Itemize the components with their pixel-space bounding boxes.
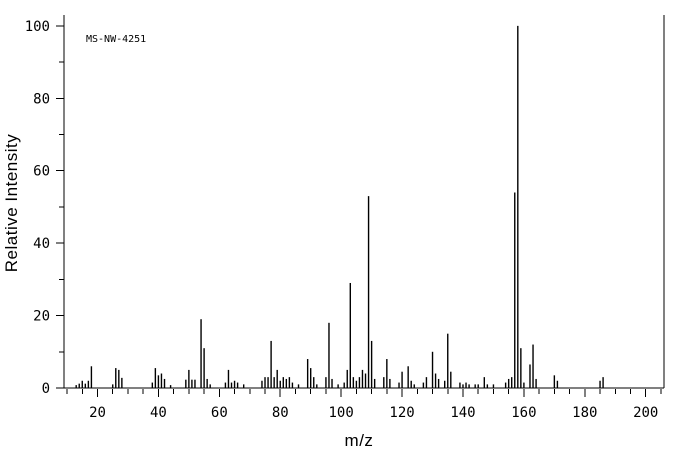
y-tick-label: 20 bbox=[33, 309, 50, 325]
x-tick-label: 80 bbox=[272, 405, 289, 421]
spectrum-id-annotation: MS-NW-4251 bbox=[86, 34, 146, 45]
x-tick-label: 200 bbox=[633, 405, 658, 421]
x-axis-label: m/z bbox=[345, 431, 374, 450]
plot-axes bbox=[63, 15, 665, 389]
y-tick-label: 40 bbox=[33, 236, 50, 252]
axis-ticks bbox=[56, 25, 662, 397]
y-tick-label: 60 bbox=[33, 164, 50, 180]
y-axis-label: Relative Intensity bbox=[2, 134, 21, 272]
y-tick-label: 0 bbox=[42, 381, 50, 397]
x-tick-label: 180 bbox=[572, 405, 597, 421]
axis-tick-labels: 0 20 40 60 80 100 20 40 60 80 100 120 140 160 180 200 bbox=[25, 19, 659, 421]
x-tick-label: 140 bbox=[450, 405, 475, 421]
x-tick-label: 60 bbox=[211, 405, 228, 421]
x-tick-label: 120 bbox=[389, 405, 414, 421]
x-tick-label: 160 bbox=[511, 405, 536, 421]
y-tick-label: 80 bbox=[33, 91, 50, 107]
x-tick-label: 20 bbox=[89, 405, 106, 421]
x-tick-label: 40 bbox=[150, 405, 167, 421]
spectrum-peaks bbox=[75, 25, 604, 388]
x-tick-label: 100 bbox=[329, 405, 354, 421]
y-tick-label: 100 bbox=[25, 19, 50, 35]
